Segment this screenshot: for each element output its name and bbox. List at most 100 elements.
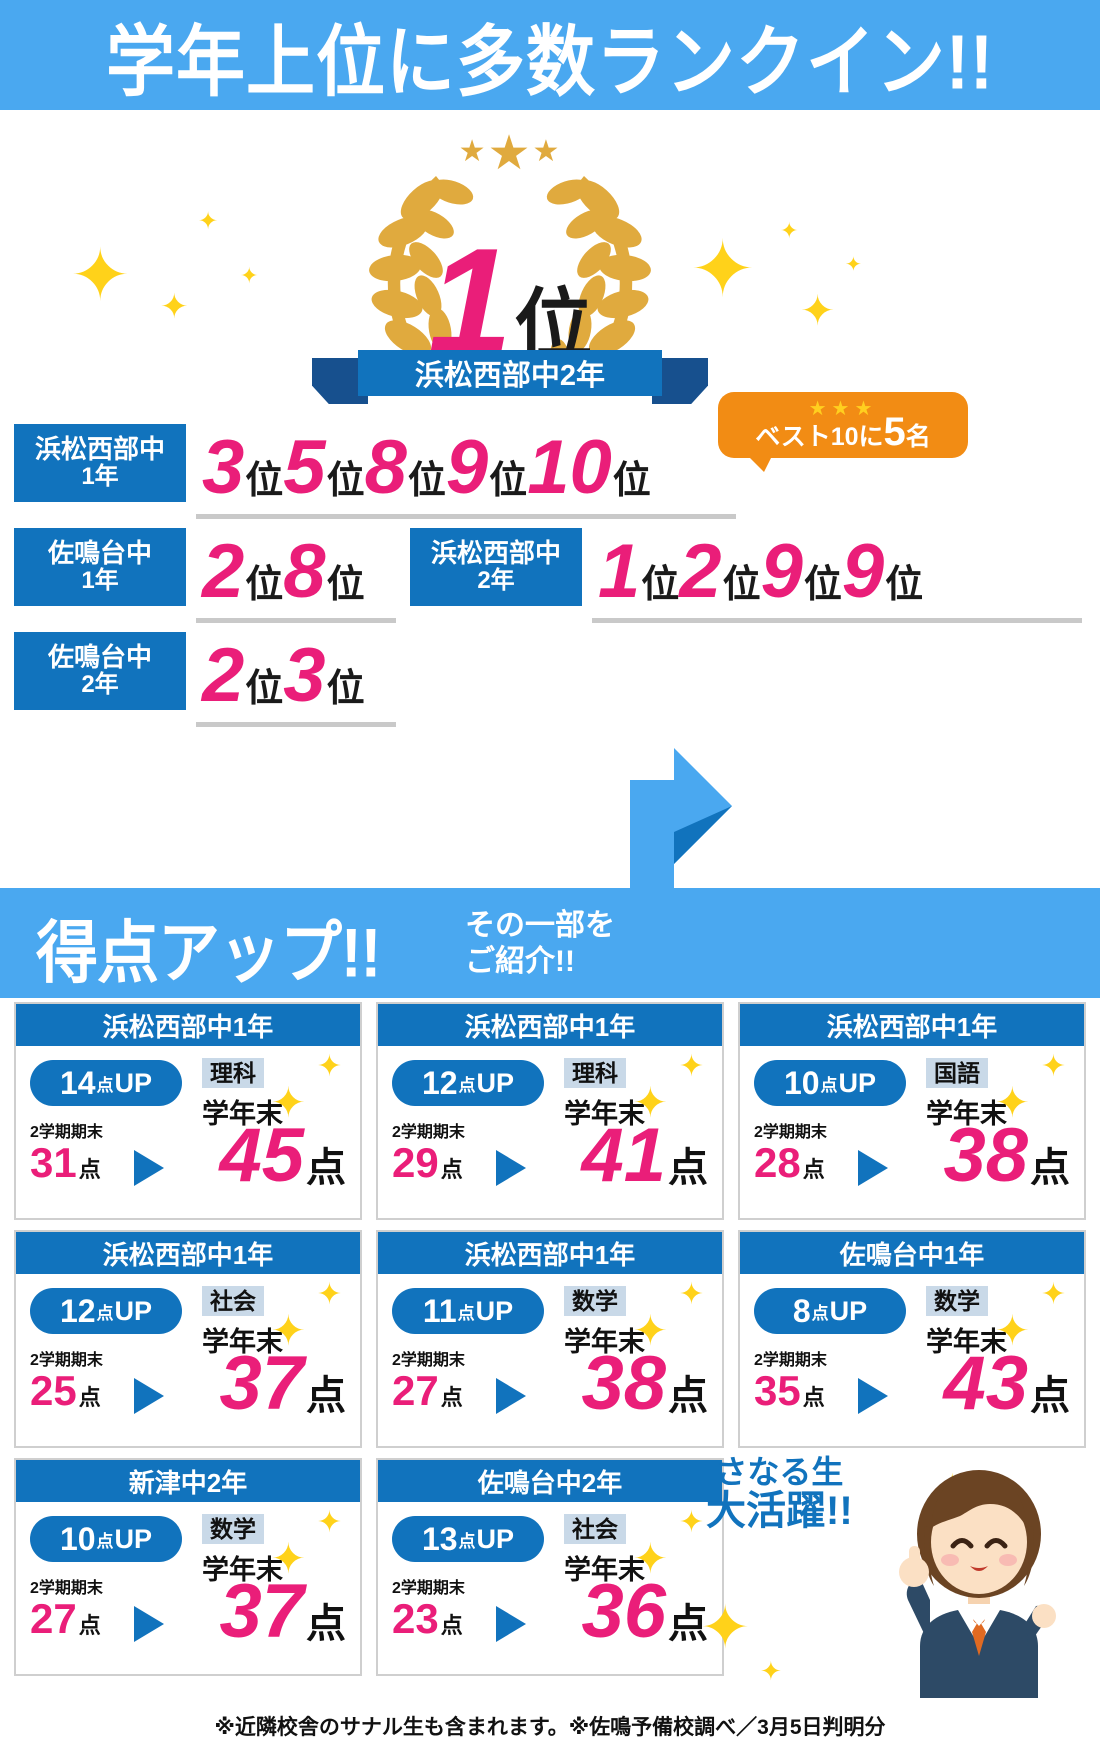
card-before-score: 25 点 [30,1370,101,1412]
rank-row-school-tag: 佐鳴台中 2年 [14,632,192,716]
card-body: 12 点 UP 理科 学年末 2学期期末 29 点 41 点 ✦ ✦ [378,1046,722,1220]
up-ten: 点 [458,1531,476,1551]
card-subject: 国語 [926,1058,988,1089]
sparkle-icon: ✦ [160,288,189,326]
card-body: 11 点 UP 数学 学年末 2学期期末 27 点 38 点 ✦ ✦ [378,1274,722,1448]
card-before-label: 2学期期末 [392,1124,465,1141]
bubble-prefix: ベスト10に [755,422,884,451]
sparkle-icon: ✦ [678,1278,704,1311]
card-term-label: 学年末 [202,1099,283,1129]
card-body: 13 点 UP 社会 学年末 2学期期末 23 点 36 点 ✦ ✦ [378,1502,722,1676]
school-grade: 1年 [81,567,119,595]
sparkle-icon: ✦ [270,1307,306,1354]
sparkle-icon: ✦ [700,1594,751,1661]
sparkle-icon: ✦ [760,1656,782,1686]
sparkle-icon: ✦ [316,1050,342,1083]
before-number: 23 [392,1595,439,1642]
score-card: 浜松西部中1年 11 点 UP 数学 学年末 2学期期末 27 点 38 点 ✦ ✦ [376,1230,724,1448]
rank-unit: 位 [722,564,761,606]
rank-unit: 位 [803,564,842,606]
card-term-label: 学年末 [564,1327,645,1357]
card-subject: 数学 [202,1514,264,1545]
card-school: 浜松西部中1年 [378,1004,722,1046]
score-card: 浜松西部中1年 14 点 UP 理科 学年末 2学期期末 31 点 45 点 ✦ ✦ [14,1002,362,1220]
up-badge: 8 点 UP [754,1288,906,1334]
school-grade: 2年 [477,567,515,595]
card-before-score: 27 点 [30,1598,101,1640]
sparkle-icon: ✦ [800,287,836,334]
before-unit: 点 [78,1157,101,1182]
school-name: 浜松西部中 [34,434,165,464]
after-unit: 点 [1030,1146,1070,1190]
mascot-line-2: 大活躍!! [706,1488,853,1533]
card-after-score: 36 点 [581,1573,708,1649]
score-card: 浜松西部中1年 12 点 UP 社会 学年末 2学期期末 25 点 37 点 ✦ ✦ [14,1230,362,1448]
card-body: 10 点 UP 数学 学年末 2学期期末 27 点 37 点 ✦ ✦ [16,1502,360,1676]
after-unit: 点 [668,1374,708,1418]
card-school: 浜松西部中1年 [378,1232,722,1274]
rank-number: 9 [760,529,803,614]
sparkle-icon: ✦ [240,263,259,288]
sparkle-icon: ✦ [632,1079,668,1126]
sparkle-icon: ✦ [678,1506,704,1539]
school-grade: 1年 [81,463,119,491]
rank-number: 2 [202,529,245,614]
rank-row-underline [196,514,736,519]
card-school: 佐鳴台中1年 [740,1232,1084,1274]
sparkle-icon: ✦ [632,1535,668,1582]
card-before-label: 2学期期末 [30,1124,103,1141]
card-before-label: 2学期期末 [392,1580,465,1597]
ribbon-body: 浜松西部中2年 [358,350,662,396]
card-school: 浜松西部中1年 [16,1232,360,1274]
card-before-score: 29 点 [392,1142,463,1184]
before-number: 28 [754,1139,801,1186]
rank-unit: 位 [245,460,284,502]
sparkle-icon: ✦ [70,236,131,316]
up-label: UP [475,1295,514,1326]
card-before-label: 2学期期末 [30,1580,103,1597]
card-subject: 理科 [564,1058,626,1089]
after-number: 37 [219,1569,304,1654]
rank-number: 9 [841,529,885,614]
rank-row-school-tag: 浜松西部中 1年 [14,424,192,508]
top-header-banner: 学年上位に多数ランクイン!! [0,0,1100,110]
bubble-text: ベスト10に5名 [755,410,931,455]
up-value: 13 [421,1521,458,1557]
arrow-right-icon [858,1378,888,1414]
top-rank-number: 1 [427,217,513,388]
sparkle-icon: ✦ [678,1050,704,1083]
up-value: 12 [59,1293,96,1329]
up-label: UP [476,1067,515,1098]
rank-row-school-tag: 浜松西部中 2年 [410,528,588,612]
up-label: UP [838,1067,877,1098]
rank-number: 3 [283,633,326,718]
card-body: 12 点 UP 社会 学年末 2学期期末 25 点 37 点 ✦ ✦ [16,1274,360,1448]
before-unit: 点 [440,1613,463,1638]
up-badge: 10 点 UP [754,1060,906,1106]
bubble-count: 5 [883,409,906,454]
card-before-label: 2学期期末 [754,1352,827,1369]
score-card: 浜松西部中1年 10 点 UP 国語 学年末 2学期期末 28 点 38 点 ✦ ✦ [738,1002,1086,1220]
up-value: 14 [59,1065,96,1101]
sparkle-icon: ✦ [994,1079,1030,1126]
top-rank-display: 1 位 [340,188,680,388]
rank-unit: 位 [326,668,365,710]
up-label: UP [476,1523,515,1554]
card-term-label: 学年末 [926,1327,1007,1357]
card-school: 新津中2年 [16,1460,360,1502]
card-term-label: 学年末 [202,1327,283,1357]
up-value: 12 [421,1065,458,1101]
rank-unit: 位 [326,564,365,606]
bubble-stars-icon: ★★★ [808,398,878,420]
school-name: 浜松西部中 [430,538,561,568]
card-after-score: 38 点 [581,1345,708,1421]
up-label: UP [114,1295,153,1326]
